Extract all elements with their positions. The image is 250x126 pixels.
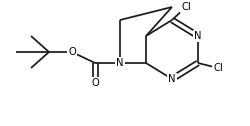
Text: Cl: Cl bbox=[213, 63, 223, 73]
Text: N: N bbox=[194, 31, 202, 41]
Text: O: O bbox=[68, 47, 76, 57]
Text: Cl: Cl bbox=[181, 2, 191, 12]
Text: N: N bbox=[116, 58, 124, 68]
Text: N: N bbox=[168, 74, 176, 84]
Text: O: O bbox=[91, 78, 99, 88]
